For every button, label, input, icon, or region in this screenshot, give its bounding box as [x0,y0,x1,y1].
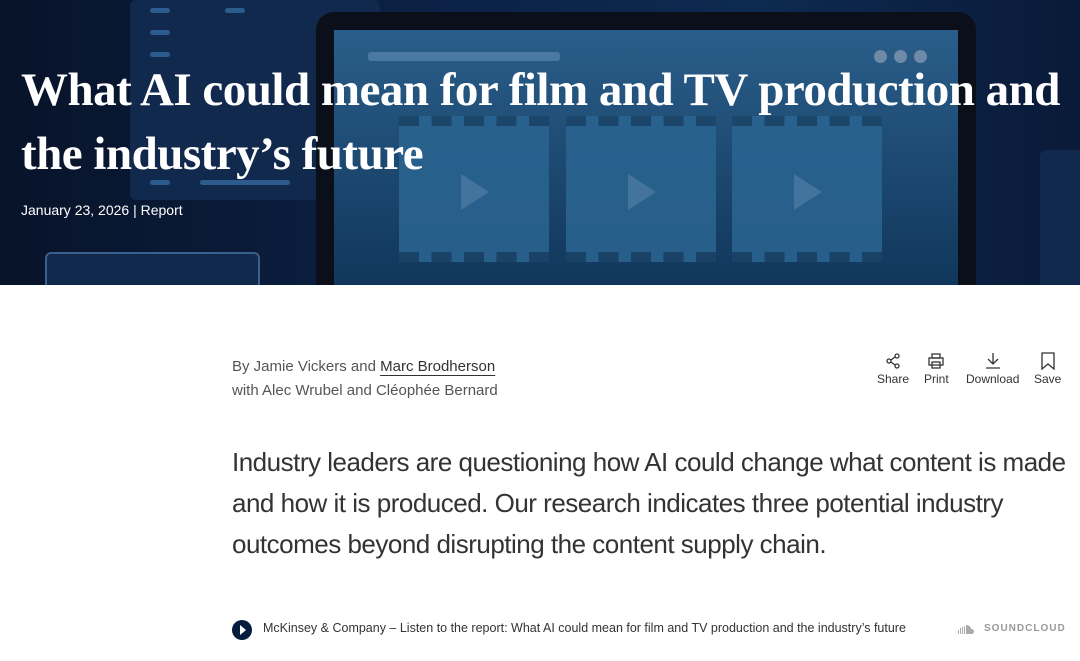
share-button[interactable]: Share [877,352,909,386]
article-lede: Industry leaders are questioning how AI … [232,447,1066,559]
soundcloud-icon [958,624,974,634]
byline: By Jamie Vickers and Marc Brodherson wit… [232,355,498,403]
decorative-panel [1040,150,1080,285]
decorative-bar [368,52,560,61]
download-button[interactable]: Download [966,352,1019,386]
author-link[interactable]: Marc Brodherson [380,358,496,375]
window-dot [894,50,907,63]
decorative-bar [150,30,170,35]
audio-title[interactable]: McKinsey & Company – Listen to the repor… [263,621,906,635]
article-type: Report [140,202,183,218]
film-frame-icon [566,116,716,262]
download-icon [985,353,1000,369]
byline-prefix: By Jamie Vickers and [232,358,376,375]
soundcloud-logo[interactable]: SOUNDCLOUD [958,623,1066,634]
print-button[interactable]: Print [924,352,949,386]
page-title: What AI could mean for film and TV produ… [21,64,1060,180]
save-label: Save [1034,372,1062,386]
decorative-bar [150,180,170,185]
publish-date: January 23, 2026 [21,202,130,218]
audio-player: McKinsey & Company – Listen to the repor… [232,620,932,640]
article-meta: January 23, 2026 | Report [21,202,183,218]
decorative-window [45,252,260,285]
print-icon [928,353,944,369]
decorative-bar [150,8,170,13]
decorative-bar [150,52,170,57]
soundcloud-label: SOUNDCLOUD [984,623,1066,634]
hero-banner: What AI could mean for film and TV produ… [0,0,1080,285]
print-label: Print [924,372,949,386]
download-label: Download [966,372,1020,386]
share-icon [886,353,900,369]
byline-contributors: with Alec Wrubel and Cléophée Bernard [232,382,498,399]
play-icon[interactable] [232,620,252,640]
decorative-bar [225,8,245,13]
bookmark-icon [1041,352,1055,370]
window-dot [914,50,927,63]
film-frame-icon [399,116,549,262]
window-dot [874,50,887,63]
film-frame-icon [732,116,882,262]
separator: | [133,202,137,218]
decorative-bar [200,180,290,185]
share-label: Share [877,372,910,386]
save-button[interactable]: Save [1034,352,1061,386]
